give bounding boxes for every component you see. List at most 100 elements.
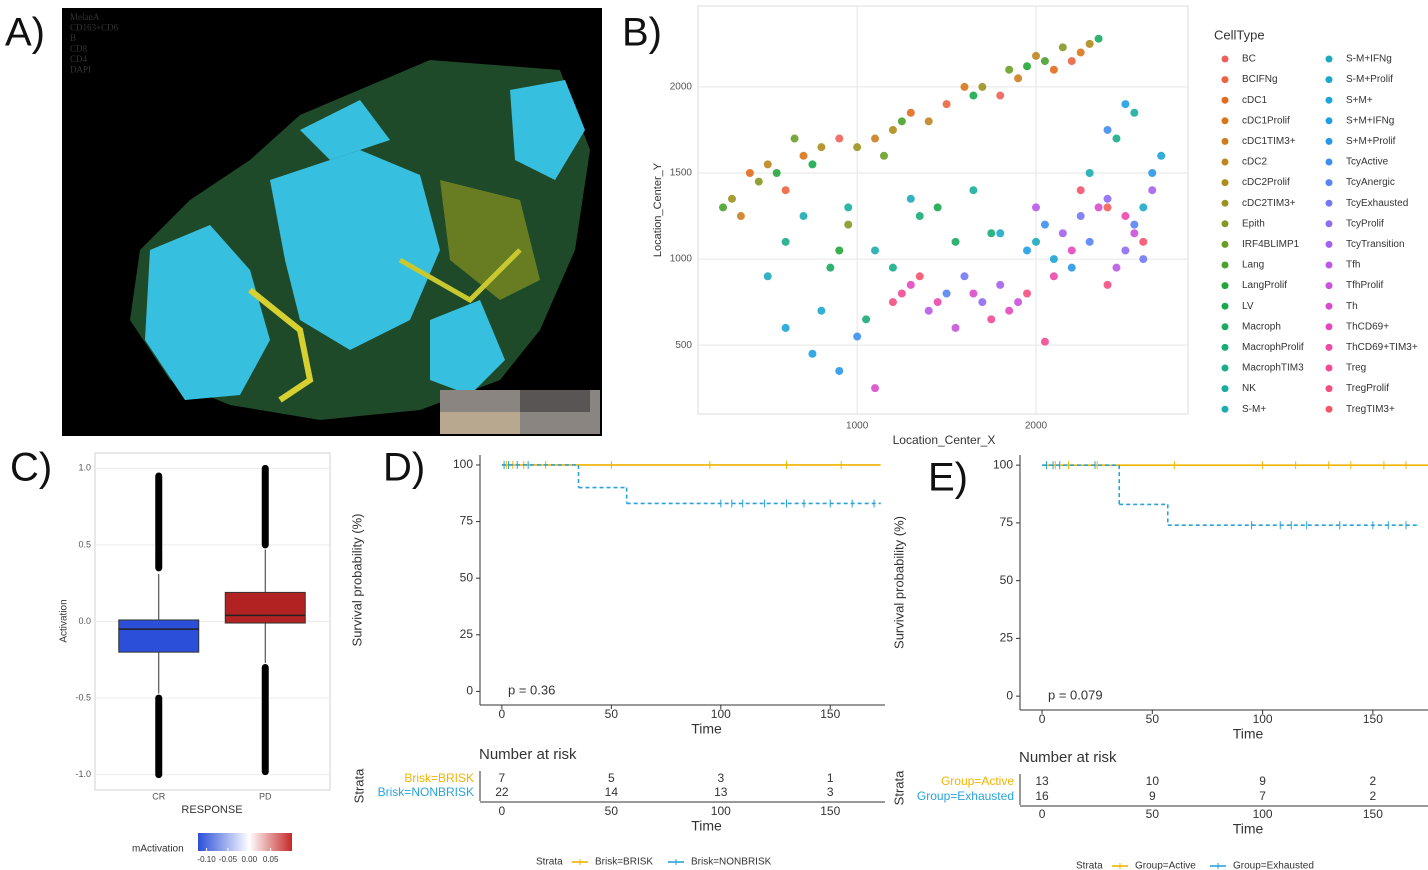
legend-label: Brisk=NONBRISK	[691, 857, 772, 868]
legend-label: LangProlif	[1242, 280, 1287, 291]
legend-label: Group=Active	[1135, 861, 1196, 870]
point	[862, 315, 871, 324]
point	[1031, 203, 1040, 212]
y-tick-label: -1.0	[75, 769, 91, 779]
point	[1014, 298, 1023, 307]
legend-label: Macroph	[1242, 321, 1281, 332]
risk-x-label: Time	[691, 818, 722, 834]
strata-label: Group=Exhausted	[917, 789, 1014, 803]
legend-label: S-M+IFNg	[1346, 54, 1392, 65]
risk-count: 9	[1149, 789, 1156, 803]
point	[1014, 74, 1023, 83]
channel-label: MelanA	[70, 12, 100, 22]
legend-label: S-M+Prolif	[1346, 74, 1393, 85]
point	[1031, 51, 1040, 60]
legend-marker	[1221, 364, 1229, 372]
point	[1040, 220, 1049, 229]
legend-label: TregTIM3+	[1346, 404, 1395, 415]
x-axis-label: Time	[1233, 726, 1264, 742]
p-value: p = 0.36	[508, 682, 555, 697]
point	[897, 289, 906, 298]
point	[1049, 65, 1058, 74]
legend-marker	[1325, 137, 1333, 145]
y-tick-label: 75	[460, 514, 474, 528]
point	[790, 134, 799, 143]
legend-marker	[1325, 220, 1333, 228]
panel-label: C)	[10, 446, 52, 490]
x-axis-label: Location_Center_X	[893, 433, 996, 447]
point	[1049, 255, 1058, 264]
y-tick-label: 25	[1000, 631, 1014, 645]
legend-marker	[1221, 405, 1229, 413]
point	[1040, 57, 1049, 66]
x-tick-label: PD	[259, 791, 272, 801]
legend-label: MacrophProlif	[1242, 342, 1304, 353]
risk-count: 13	[714, 785, 728, 799]
point	[835, 366, 844, 375]
point	[1103, 280, 1112, 289]
point	[817, 143, 826, 152]
legend-marker	[1221, 179, 1229, 187]
legend-label: S+M+Prolif	[1346, 136, 1396, 147]
point	[1148, 168, 1157, 177]
point	[915, 212, 924, 221]
legend-label: S-M+	[1242, 404, 1266, 415]
point	[1085, 237, 1094, 246]
point	[808, 349, 817, 358]
x-tick-label: 100	[711, 707, 731, 721]
legend-title: Strata	[536, 857, 563, 868]
x-tick-label: 0	[1039, 712, 1046, 726]
legend-label: cDC2	[1242, 157, 1267, 168]
legend-label: BC	[1242, 54, 1256, 65]
legend-label: NK	[1242, 383, 1256, 394]
point	[1031, 237, 1040, 246]
y-tick-label: 50	[460, 570, 474, 584]
point	[1023, 289, 1032, 298]
risk-count: 5	[608, 771, 615, 785]
box	[224, 591, 306, 624]
point	[853, 332, 862, 341]
legend-marker	[1325, 364, 1333, 372]
tissue-image	[62, 8, 602, 436]
legend-marker	[1221, 261, 1229, 269]
point	[817, 306, 826, 315]
legend-marker	[1221, 76, 1229, 84]
legend-marker	[1325, 302, 1333, 310]
legend-label: TcyProlif	[1346, 218, 1384, 229]
point	[1103, 125, 1112, 134]
legend-label: TcyTransition	[1346, 239, 1405, 250]
y-tick-label: 1.0	[78, 463, 91, 473]
risk-count: 13	[1035, 774, 1049, 788]
x-tick-label: 50	[605, 707, 619, 721]
legend-label: TfhProlif	[1346, 280, 1383, 291]
y-tick-label: 500	[675, 340, 692, 351]
risk-tick-label: 150	[820, 804, 840, 818]
point	[1139, 255, 1148, 264]
point	[897, 117, 906, 126]
point	[853, 143, 862, 152]
point	[763, 272, 772, 281]
y-tick-label: 0.0	[78, 616, 91, 626]
risk-count: 7	[1259, 789, 1266, 803]
legend-label: Tfh	[1346, 260, 1360, 271]
point	[996, 91, 1005, 100]
point	[754, 177, 763, 186]
point	[906, 194, 915, 203]
legend-marker	[1325, 405, 1333, 413]
risk-tick-label: 50	[1146, 807, 1160, 821]
legend-label: LV	[1242, 301, 1254, 312]
risk-count: 3	[827, 785, 834, 799]
point	[1067, 263, 1076, 272]
risk-count: 14	[605, 785, 619, 799]
legend-marker	[1221, 137, 1229, 145]
risk-tick-label: 100	[1253, 807, 1273, 821]
y-tick-label: 25	[460, 627, 474, 641]
point	[799, 151, 808, 160]
legend-label: cDC2TIM3+	[1242, 198, 1296, 209]
y-tick-label: 75	[1000, 515, 1014, 529]
point	[888, 125, 897, 134]
plot-background	[697, 5, 1189, 415]
point	[1049, 272, 1058, 281]
legend-label: Group=Exhausted	[1233, 861, 1314, 870]
